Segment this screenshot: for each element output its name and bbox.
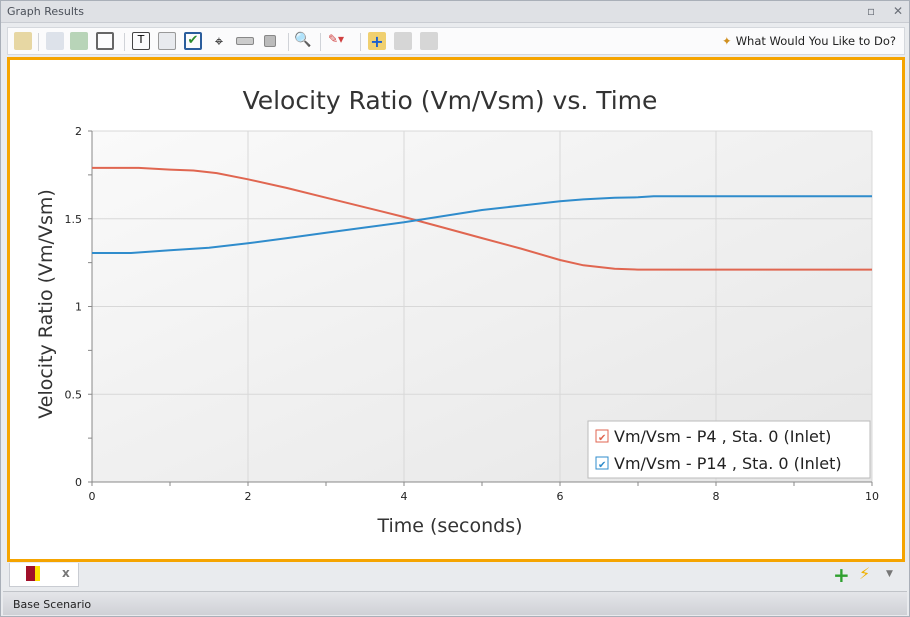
export-icon[interactable] [70,32,88,50]
legend-check-icon: ✔ [598,460,606,471]
y-tick-label: 2 [75,125,82,138]
x-tick-label: 0 [89,490,96,503]
legend-entry: Vm/Vsm - P4 , Sta. 0 (Inlet) [614,427,831,446]
series-line-1 [92,166,872,271]
legend-checkbox[interactable] [595,429,609,443]
lightning-icon[interactable]: ⚡ [859,564,871,583]
help-label: What Would You Like to Do? [735,34,896,48]
slider-icon[interactable] [236,37,254,45]
disabled-check-icon [394,32,412,50]
y-tick-label: 1 [75,301,82,314]
dropdown-icon[interactable]: ▼ [886,569,893,579]
x-tick-label: 8 [713,490,720,503]
series-line-2 [92,195,872,254]
legend-entry: Vm/Vsm - P14 , Sta. 0 (Inlet) [614,454,842,473]
x-tick-label: 6 [557,490,564,503]
graph-tab-icon [26,566,40,581]
status-bar: Base Scenario [3,591,907,615]
scenario-label: Base Scenario [13,598,92,611]
chart-title: Velocity Ratio (Vm/Vsm) vs. Time [243,86,658,115]
add-folder-icon[interactable]: + [368,32,386,51]
crosshair-icon[interactable]: ⌖ [214,32,224,50]
disabled-alert-icon [420,32,438,50]
add-text-icon[interactable]: T [132,32,150,50]
y-axis-label: Velocity Ratio (Vm/Vsm) [35,189,57,419]
zoom-icon[interactable]: 🔍 [294,32,312,48]
add-icon[interactable]: + [833,563,850,587]
table-icon[interactable] [96,32,114,50]
x-axis-label: Time (seconds) [376,515,522,537]
legend-checkbox[interactable] [595,456,609,470]
stop-icon[interactable] [264,35,276,47]
legend-box [587,420,871,479]
help-button[interactable]: ✦ What Would You Like to Do? [722,34,896,48]
checkbox-icon[interactable]: ✔ [184,32,202,50]
y-tick-label: 0.5 [65,388,83,401]
toolbar: T ✔ ⌖ 🔍 ✎▾ + ✦ What Would You Like to Do… [7,27,905,55]
y-tick-label: 0 [75,476,82,489]
restore-icon[interactable]: ▫ [867,4,876,18]
tab-close-button[interactable]: x [62,566,70,580]
x-tick-label: 2 [245,490,252,503]
close-icon[interactable]: ✕ [893,4,904,18]
x-tick-label: 4 [401,490,408,503]
chart: Velocity Ratio (Vm/Vsm) vs. Time Time (s… [35,86,879,537]
wizard-icon: ✦ [722,34,732,48]
legend-check-icon: ✔ [598,433,606,444]
x-tick-label: 10 [865,490,879,503]
line-style-icon[interactable]: ✎▾ [328,32,345,46]
window-title: Graph Results [7,5,84,18]
edit-graph-icon[interactable] [14,32,32,50]
copy-icon[interactable] [46,32,64,50]
legend-icon[interactable] [158,32,176,50]
graph-tab[interactable]: x [9,563,79,587]
title-bar: Graph Results ▫ ✕ [1,1,909,23]
y-tick-label: 1.5 [65,213,83,226]
graph-frame: Velocity Ratio (Vm/Vsm) vs. Time Time (s… [7,57,905,562]
